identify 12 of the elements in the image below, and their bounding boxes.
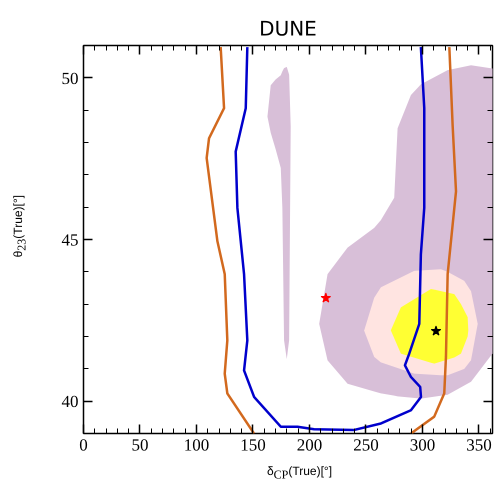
y-tick-label: 50 [62,68,78,88]
x-tick-label: 350 [466,436,492,454]
x-tick-label: 100 [184,436,210,454]
x-tick-label: 0 [79,436,88,454]
x-tick-label: 50 [131,436,148,454]
x-tick-label: 250 [353,436,379,454]
x-tick-label: 300 [410,436,436,454]
x-tick-label: 200 [296,436,322,454]
x-tick-label: 150 [240,436,266,454]
y-tick-label: 45 [62,230,78,250]
y-tick-label: 40 [62,392,78,412]
chart-title: DUNE [259,16,317,40]
